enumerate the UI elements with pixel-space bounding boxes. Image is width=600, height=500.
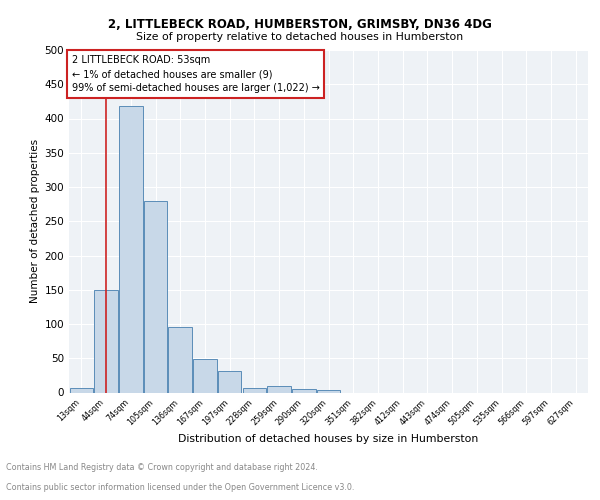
- Bar: [193, 359, 217, 392]
- Y-axis label: Number of detached properties: Number of detached properties: [30, 139, 40, 304]
- Text: Size of property relative to detached houses in Humberston: Size of property relative to detached ho…: [136, 32, 464, 42]
- Bar: [317, 390, 340, 392]
- Bar: [292, 389, 316, 392]
- Text: 2, LITTLEBECK ROAD, HUMBERSTON, GRIMSBY, DN36 4DG: 2, LITTLEBECK ROAD, HUMBERSTON, GRIMSBY,…: [108, 18, 492, 30]
- Bar: [94, 290, 118, 392]
- X-axis label: Distribution of detached houses by size in Humberston: Distribution of detached houses by size …: [178, 434, 479, 444]
- Bar: [70, 388, 93, 392]
- Bar: [169, 328, 192, 392]
- Bar: [242, 388, 266, 392]
- Text: Contains HM Land Registry data © Crown copyright and database right 2024.: Contains HM Land Registry data © Crown c…: [6, 464, 318, 472]
- Bar: [218, 372, 241, 392]
- Bar: [144, 200, 167, 392]
- Bar: [119, 106, 143, 393]
- Bar: [268, 386, 291, 392]
- Text: 2 LITTLEBECK ROAD: 53sqm
← 1% of detached houses are smaller (9)
99% of semi-det: 2 LITTLEBECK ROAD: 53sqm ← 1% of detache…: [71, 55, 319, 93]
- Text: Contains public sector information licensed under the Open Government Licence v3: Contains public sector information licen…: [6, 484, 355, 492]
